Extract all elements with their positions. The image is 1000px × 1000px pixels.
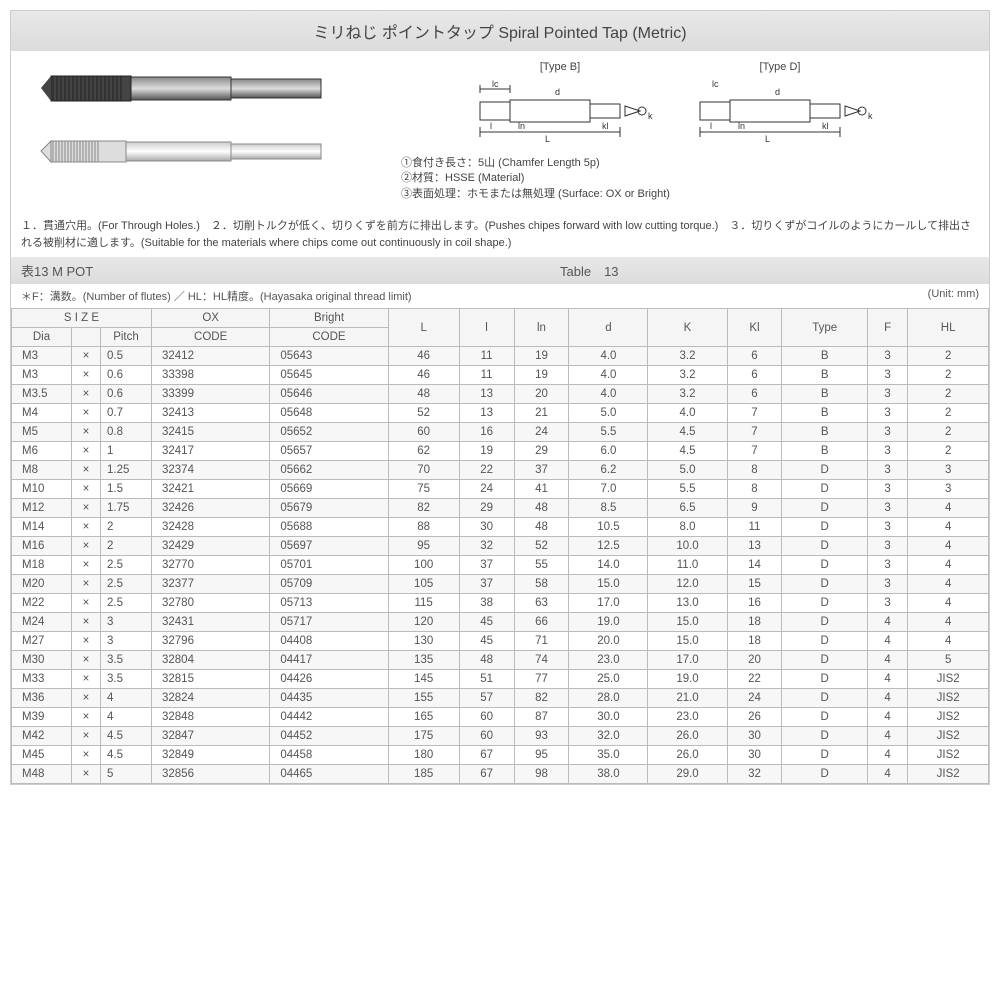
svg-text:ln: ln: [518, 121, 525, 131]
catalog-page: ミリねじ ポイントタップ Spiral Pointed Tap (Metric): [10, 10, 990, 785]
svg-text:l: l: [490, 121, 492, 131]
svg-text:d: d: [555, 87, 560, 97]
table-row: M24×33243105717120456619.015.018D44: [12, 613, 989, 632]
svg-text:lc: lc: [492, 79, 499, 89]
table-row: M22×2.53278005713115386317.013.016D34: [12, 594, 989, 613]
table-row: M33×3.53281504426145517725.019.022D4JIS2: [12, 670, 989, 689]
table-row: M16×2324290569795325212.510.013D34: [12, 537, 989, 556]
svg-text:k: k: [868, 111, 873, 121]
tap-image-light: [31, 124, 331, 179]
col-l: l: [459, 309, 514, 347]
col-dia: Dia: [12, 328, 72, 347]
tap-image-dark: [31, 61, 331, 116]
table-row: M3×0.633398056454611194.03.26B32: [12, 366, 989, 385]
table-row: M6×132417056576219296.04.57B32: [12, 442, 989, 461]
table-row: M45×4.53284904458180679535.026.030D4JIS2: [12, 746, 989, 765]
top-section: [Type B] lc: [11, 51, 989, 212]
col-d: d: [569, 309, 648, 347]
col-F: F: [867, 309, 907, 347]
table-header-bar: 表13 M POT Table 13: [11, 257, 989, 284]
type-b-diagram: [Type B] lc: [460, 61, 660, 150]
svg-text:lc: lc: [712, 79, 719, 89]
col-ox-code: CODE: [152, 328, 270, 347]
col-K: K: [648, 309, 727, 347]
col-size: S I Z E: [12, 309, 152, 328]
col-L: L: [388, 309, 459, 347]
col-HL: HL: [908, 309, 989, 347]
col-Type: Type: [782, 309, 867, 347]
table-row: M10×1.532421056697524417.05.58D33: [12, 480, 989, 499]
note-1: ①食付き長さ：5山 (Chamfer Length 5p): [401, 156, 979, 171]
note-3: ③表面処理：ホモまたは無処理 (Surface: OX or Bright): [401, 187, 979, 202]
col-br-code: CODE: [270, 328, 388, 347]
table-row: M18×2.53277005701100375514.011.014D34: [12, 556, 989, 575]
table-row: M20×2.53237705709105375815.012.015D34: [12, 575, 989, 594]
table-row: M3.5×0.633399056464813204.03.26B32: [12, 385, 989, 404]
svg-text:L: L: [765, 134, 770, 144]
product-images: [21, 61, 341, 202]
spec-notes: ①食付き長さ：5山 (Chamfer Length 5p) ②材質：HSSE (…: [361, 156, 979, 202]
table-row: M48×53285604465185679838.029.032D4JIS2: [12, 765, 989, 784]
table-row: M30×3.53280404417135487423.017.020D45: [12, 651, 989, 670]
table-row: M8×1.2532374056627022376.25.08D33: [12, 461, 989, 480]
description: １．貫通穴用。(For Through Holes.) ２．切削トルクが低く、切…: [11, 212, 989, 257]
table-row: M42×4.53284704452175609332.026.030D4JIS2: [12, 727, 989, 746]
svg-text:L: L: [545, 134, 550, 144]
table-row: M39×43284804442165608730.023.026D4JIS2: [12, 708, 989, 727]
svg-text:kl: kl: [602, 121, 609, 131]
svg-text:d: d: [775, 87, 780, 97]
spec-table: S I Z E OX Bright L l ln d K Kl Type F H…: [11, 308, 989, 784]
svg-text:kl: kl: [822, 121, 829, 131]
svg-text:l: l: [710, 121, 712, 131]
page-title: ミリねじ ポイントタップ Spiral Pointed Tap (Metric): [11, 11, 989, 51]
col-ox: OX: [152, 309, 270, 328]
legend-text: ＊F：溝数。(Number of flutes) ／ HL：HL精度。(Haya…: [21, 288, 412, 304]
note-2: ②材質：HSSE (Material): [401, 171, 979, 186]
type-d-label: [Type D]: [680, 61, 880, 73]
col-pitch: Pitch: [101, 328, 152, 347]
table-row: M3×0.532412056434611194.03.26B32: [12, 347, 989, 366]
unit-text: (Unit: mm): [928, 288, 979, 304]
table-row: M5×0.832415056526016245.54.57B32: [12, 423, 989, 442]
svg-text:k: k: [648, 111, 653, 121]
table-row: M27×33279604408130457120.015.018D44: [12, 632, 989, 651]
table-title-en: Table 13: [440, 261, 979, 280]
table-row: M4×0.732413056485213215.04.07B32: [12, 404, 989, 423]
svg-text:ln: ln: [738, 121, 745, 131]
col-Kl: Kl: [727, 309, 782, 347]
col-ln: ln: [514, 309, 569, 347]
table-row: M14×2324280568888304810.58.011D34: [12, 518, 989, 537]
table-row: M12×1.7532426056798229488.56.59D34: [12, 499, 989, 518]
col-bright: Bright: [270, 309, 388, 328]
table-legend: ＊F：溝数。(Number of flutes) ／ HL：HL精度。(Haya…: [11, 284, 989, 308]
diagram-section: [Type B] lc: [361, 61, 979, 202]
table-row: M36×43282404435155578228.021.024D4JIS2: [12, 689, 989, 708]
type-d-diagram: [Type D] lc d l: [680, 61, 880, 150]
type-b-label: [Type B]: [460, 61, 660, 73]
table-title-jp: 表13 M POT: [21, 261, 440, 280]
